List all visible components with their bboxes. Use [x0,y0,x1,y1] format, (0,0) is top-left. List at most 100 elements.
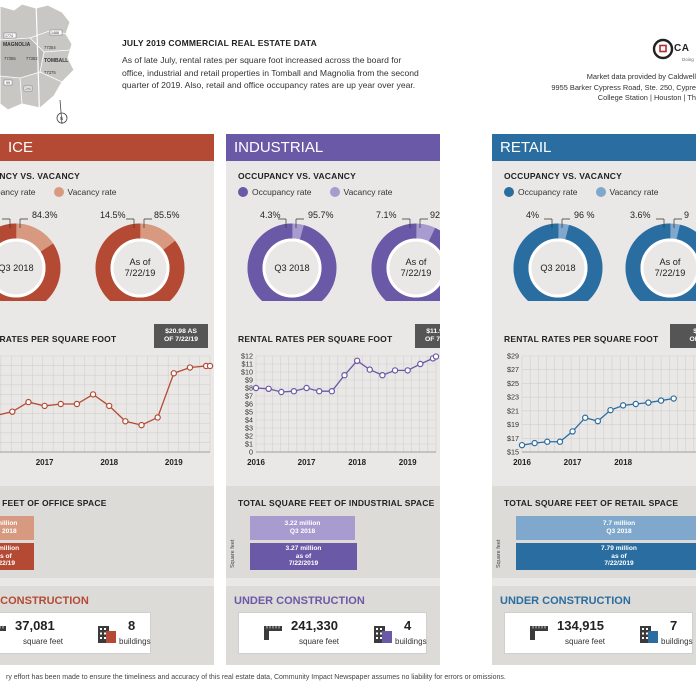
square-feet-bar-label: Q3 2018 [289,528,316,535]
rental-rate-point [556,438,564,445]
building-shape [648,631,658,643]
rental-rate-point [670,395,677,402]
rental-rate-point [657,397,665,404]
map-label: 290 [25,87,31,91]
donut-occupancy-arc [513,223,603,301]
y-tick-label: $2 [245,432,253,441]
rental-rate-point [290,388,298,395]
vacancy-value: 4.3% [260,210,281,220]
occupancy-donut: 7.1% 92.9% As of7/22/19 [366,206,440,301]
rental-rate-title: RENTAL RATES PER SQUARE FOOT [504,334,659,344]
building-shape [106,631,116,643]
rental-rate-point [607,406,614,414]
under-construction-section: UNDER CONSTRUCTION 134,915 square feet 7 bui… [492,586,696,665]
y-tick-label: $23 [507,393,519,402]
x-tick-label: 2018 [348,458,366,467]
donut-leader-line [143,218,152,228]
under-construction-section: UNDER CONSTRUCTION 241,330 square feet 4 bui… [226,586,440,665]
under-construction-sqft: 241,330 [291,618,338,633]
donut-center-label: As of 7/22/19 [110,248,170,288]
callout-line: $20.98 AS [165,327,197,335]
latest-rate-callout: $2OF 7 [670,324,696,348]
rental-rate-point [531,439,538,447]
y-tick-label: $25 [507,379,519,388]
rental-rate-point [544,438,551,445]
brand-logo-icon [652,38,674,60]
rental-rate-point [265,385,272,393]
building-window [376,632,378,635]
donut-graphic [95,218,185,301]
y-tick-label: $29 [507,352,519,361]
under-construction-sqft-label: square feet [23,637,64,646]
vacancy-value: 3.6% [630,210,651,220]
square-feet-bar: 3.27 million as of 7/22/2019 [250,543,357,570]
provider-line: Market data provided by Caldwell [586,72,696,81]
donut-center-label: Q3 2018 [0,248,46,288]
rental-rate-point [25,398,32,406]
ruler-icon [530,626,548,640]
under-construction-title: UNDER CONSTRUCTION [0,595,89,607]
y-tick-label: $17 [507,434,519,443]
callout-line: $11.93 AS [426,327,440,335]
y-tick-label: $19 [507,420,519,429]
under-construction-buildings-label: buildings [661,637,693,646]
rental-rate-point [73,400,81,408]
y-tick-label: $12 [241,352,253,361]
donut-leader-line [278,218,287,228]
legend-vacancy-swatch [595,187,606,197]
rental-rate-point [89,391,97,398]
rental-rate-point [303,384,310,392]
donut-center-label: As of 7/22/19 [640,248,696,288]
data-provider: Market data provided by Caldwell 9955 Ba… [490,72,696,104]
panel-header: INDUSTRIAL [226,134,440,161]
rental-rate-point [138,421,145,429]
rental-rate-point [432,353,440,360]
rental-rate-point [106,402,113,410]
donut-leader-line [656,218,665,228]
rental-rate-point [404,367,411,374]
provider-line: College Station | Houston | Th [597,93,696,103]
map-label: 1488 [51,31,59,35]
map-label: MAGNOLIA [3,42,31,48]
vacancy-value: 7.1% [376,210,397,220]
building-shape [382,631,392,643]
retail-panel: RETAIL OCCUPANCY VS. VACANCY Occupancy rat… [492,134,696,665]
under-construction-card: 241,330 square feet 4 buildings [238,612,427,654]
square-feet-bar: 3.22 million Q3 2018 [250,516,355,540]
rental-rate-point [632,400,639,408]
square-feet-bar-label: 7.7 million [602,520,636,528]
donut-center-text: Q3 2018 [540,262,576,273]
under-construction-buildings-label: buildings [119,637,151,646]
y-tick-label: $15 [507,448,519,457]
square-feet-bar-label: 51 million [0,545,20,553]
legend-vacancy: Vacancy rate [53,187,117,197]
square-feet-bar: 7.79 million as of 7/22/2019 [516,543,696,570]
legend-occupancy: Occupancy rate [238,187,312,197]
under-construction-card: 134,915 square feet 7 buildings [504,612,693,654]
rental-rate-point [379,372,386,379]
square-feet-bar-label: 7.79 million [601,545,637,553]
building-window [380,632,382,635]
legend-occupancy: Occupancy rate [504,187,578,197]
legend-vacancy-label: Vacancy rate [67,187,117,197]
map-label: 77354 [44,45,56,50]
occupancy-value: 95.7% [308,210,334,220]
rental-rate-point [518,441,526,449]
rental-rate-point [582,414,589,421]
donut-inner-ring [262,238,322,298]
area-map: 1774 1488 MAGNOLIA 77354 77355 77362 TOM… [0,0,75,130]
latest-rate-callout: $20.98 AS OF 7/22/19 [154,324,208,348]
legend-vacancy-label: Vacancy rate [343,187,393,197]
building-window [642,637,644,639]
under-construction-buildings: 4 [404,618,412,633]
legend-vacancy-label: Vacancy rate [609,187,659,197]
building-window [104,628,106,630]
buildings-icon [640,626,658,643]
rental-rate-point [619,402,627,409]
donut-center-text: Q3 2018 [274,262,310,273]
occupancy-title: OCCUPANCY VS. VACANCY [238,171,357,181]
y-tick-label: $5 [245,408,253,417]
